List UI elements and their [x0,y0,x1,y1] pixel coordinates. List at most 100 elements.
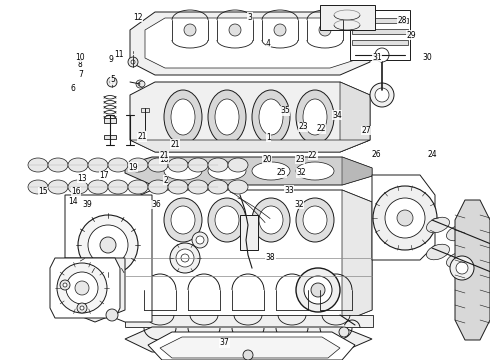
Ellipse shape [164,90,202,144]
Text: 3: 3 [247,13,252,22]
Ellipse shape [108,158,128,172]
Circle shape [106,309,118,321]
Polygon shape [372,175,435,260]
Ellipse shape [426,244,449,260]
Ellipse shape [88,180,108,194]
Circle shape [184,24,196,36]
Circle shape [229,24,241,36]
Polygon shape [342,190,372,322]
Circle shape [85,280,95,290]
Circle shape [319,24,331,36]
Text: 12: 12 [133,13,143,22]
Circle shape [274,24,286,36]
Ellipse shape [168,158,188,172]
Polygon shape [148,332,355,360]
Ellipse shape [188,158,208,172]
Ellipse shape [68,180,88,194]
Ellipse shape [88,158,108,172]
Bar [141,108,149,112]
Polygon shape [50,258,120,318]
Polygon shape [455,200,490,340]
Polygon shape [125,327,372,352]
Ellipse shape [208,158,228,172]
Polygon shape [125,157,372,185]
Text: 13: 13 [77,174,87,183]
Text: 21: 21 [159,151,169,160]
Circle shape [243,230,253,240]
Circle shape [176,249,194,267]
Circle shape [66,272,98,304]
Ellipse shape [252,198,290,242]
Circle shape [450,256,474,280]
Text: 18: 18 [159,155,169,163]
Ellipse shape [228,158,248,172]
Circle shape [88,225,128,265]
Text: 26: 26 [371,150,381,159]
Text: 6: 6 [70,85,75,94]
Text: 25: 25 [277,168,287,177]
Circle shape [385,198,425,238]
Circle shape [72,267,108,303]
Ellipse shape [252,162,290,180]
Text: 33: 33 [284,186,294,195]
Text: 24: 24 [427,150,437,159]
Circle shape [311,283,325,297]
Text: 19: 19 [128,163,138,172]
Circle shape [181,254,189,262]
Circle shape [100,237,116,253]
Ellipse shape [466,260,490,276]
Circle shape [170,243,200,273]
Ellipse shape [208,90,246,144]
Ellipse shape [164,198,202,242]
Text: 31: 31 [372,53,382,62]
Circle shape [296,268,340,312]
Circle shape [75,281,89,295]
Text: 21: 21 [171,140,180,149]
Bar [352,29,408,34]
Bar [240,215,258,250]
Ellipse shape [296,162,334,180]
Text: 17: 17 [99,171,109,180]
Ellipse shape [128,158,148,172]
Circle shape [80,275,100,295]
Polygon shape [320,5,375,30]
Polygon shape [130,82,370,152]
Circle shape [63,283,67,287]
Text: 29: 29 [407,31,416,40]
Ellipse shape [446,252,469,268]
Text: 10: 10 [75,53,85,62]
Ellipse shape [168,180,188,194]
Text: 2: 2 [163,176,168,185]
Circle shape [397,210,413,226]
Polygon shape [65,195,152,322]
Ellipse shape [108,180,128,194]
Circle shape [139,81,145,87]
Ellipse shape [426,217,449,233]
Ellipse shape [28,180,48,194]
Circle shape [128,57,138,67]
Circle shape [456,262,468,274]
Ellipse shape [208,198,246,242]
Text: 21: 21 [137,132,147,141]
Circle shape [131,60,135,64]
Text: 36: 36 [151,200,161,209]
Polygon shape [145,18,355,68]
Text: 23: 23 [298,122,308,131]
Text: 27: 27 [362,126,371,135]
Ellipse shape [171,206,195,234]
Ellipse shape [296,198,334,242]
Ellipse shape [466,233,490,249]
Circle shape [78,215,138,275]
Circle shape [192,232,208,248]
Ellipse shape [148,158,168,172]
Circle shape [110,80,114,84]
Text: 16: 16 [71,187,81,196]
Ellipse shape [208,180,228,194]
Text: 1: 1 [266,133,271,142]
Polygon shape [65,258,125,322]
Ellipse shape [487,241,490,257]
Bar [104,118,116,123]
Circle shape [136,80,144,88]
Circle shape [243,350,253,360]
Text: 35: 35 [280,107,290,116]
